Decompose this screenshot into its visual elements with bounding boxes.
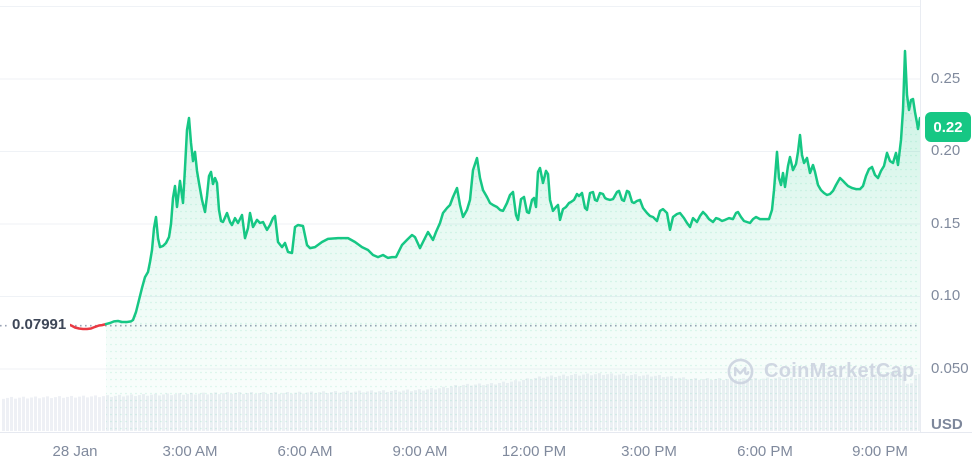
price-line	[64, 49, 921, 331]
open-price-label: 0.07991	[8, 316, 71, 333]
y-axis-label-0-050: 0.050	[931, 360, 969, 377]
x-axis-label-3-00-pm: 3:00 PM	[621, 443, 677, 460]
y-axis-unit-label: USD	[931, 416, 963, 433]
x-axis-label-6-00-am: 6:00 AM	[277, 443, 333, 460]
y-axis-label-0-10: 0.10	[931, 287, 961, 304]
x-axis-label-9-00-pm: 9:00 PM	[852, 443, 908, 460]
x-axis-label-28-jan: 28 Jan	[52, 443, 98, 460]
x-axis-label-9-00-am: 9:00 AM	[392, 443, 448, 460]
y-axis-label-0-25: 0.25	[931, 70, 961, 87]
y-axis-label-0-20: 0.20	[931, 142, 961, 159]
axis-frame	[0, 0, 972, 433]
current-price-badge: 0.22	[925, 112, 971, 142]
price-area-fill	[106, 51, 921, 431]
x-axis-label-12-00-pm: 12:00 PM	[501, 443, 567, 460]
x-axis-label-3-00-am: 3:00 AM	[162, 443, 218, 460]
y-axis-label-0-15: 0.15	[931, 215, 961, 232]
x-axis-label-6-00-pm: 6:00 PM	[737, 443, 793, 460]
